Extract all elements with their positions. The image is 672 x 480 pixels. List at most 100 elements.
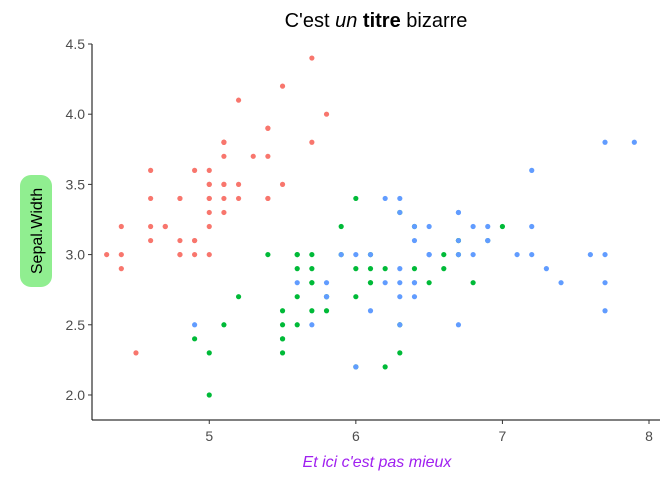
data-point	[148, 167, 154, 173]
data-point	[397, 195, 403, 202]
data-point	[221, 195, 227, 202]
data-point	[177, 195, 183, 202]
data-point	[206, 181, 212, 187]
data-point	[602, 139, 608, 145]
data-point	[499, 223, 506, 230]
data-point	[309, 139, 315, 145]
data-point	[133, 350, 139, 356]
data-point	[192, 167, 198, 173]
data-point	[294, 266, 300, 272]
data-point	[221, 181, 227, 187]
data-point	[221, 139, 227, 145]
y-axis-label-background	[20, 175, 52, 287]
data-point	[397, 266, 403, 272]
data-point	[206, 195, 212, 202]
data-point	[470, 280, 476, 286]
data-point	[485, 223, 491, 230]
y-tick-label: 4.5	[66, 36, 86, 52]
data-point	[279, 336, 286, 342]
data-point	[221, 209, 227, 216]
data-point	[441, 251, 447, 258]
data-point	[309, 55, 315, 61]
data-point	[602, 251, 608, 258]
data-point	[235, 97, 242, 103]
data-point	[265, 195, 271, 202]
data-point	[309, 251, 315, 258]
data-point	[426, 280, 432, 286]
data-point	[631, 139, 637, 145]
data-point	[206, 350, 212, 356]
data-point	[309, 322, 315, 328]
data-point	[265, 251, 271, 258]
data-point	[411, 280, 418, 286]
points-layer	[104, 55, 637, 398]
title-part: C'est	[285, 10, 336, 32]
data-point	[455, 237, 462, 244]
data-point	[397, 280, 403, 286]
data-point	[529, 223, 535, 230]
data-point	[529, 251, 535, 258]
data-point	[338, 251, 344, 258]
x-tick-label: 8	[645, 428, 653, 444]
data-point	[148, 195, 154, 202]
chart-title: C'est un titre bizarre	[285, 10, 468, 32]
data-point	[192, 251, 198, 258]
data-point	[265, 153, 271, 159]
data-point	[587, 251, 593, 258]
data-point	[353, 294, 359, 300]
data-point	[309, 308, 315, 314]
data-point	[411, 237, 418, 244]
x-axis-ticks: 5 6 7 8	[205, 420, 653, 444]
data-point	[397, 294, 403, 300]
data-point	[397, 209, 403, 216]
data-point	[192, 237, 198, 244]
data-point	[397, 350, 403, 356]
data-point	[543, 266, 549, 272]
data-point	[192, 336, 198, 342]
data-point	[367, 280, 374, 286]
data-point	[353, 266, 359, 272]
data-point	[411, 223, 418, 230]
data-point	[323, 280, 330, 286]
data-point	[455, 209, 462, 216]
data-point	[558, 280, 564, 286]
data-point	[279, 350, 286, 356]
data-point	[118, 266, 124, 272]
data-point	[382, 280, 388, 286]
data-point	[279, 83, 286, 89]
data-point	[294, 322, 300, 328]
data-point	[382, 364, 388, 370]
data-point	[455, 322, 462, 328]
data-point	[470, 251, 476, 258]
data-point	[455, 251, 462, 258]
data-point	[206, 209, 212, 216]
data-point	[323, 294, 330, 300]
data-point	[602, 308, 608, 314]
data-point	[206, 167, 212, 173]
data-point	[411, 266, 418, 272]
data-point	[279, 308, 286, 314]
x-tick-label: 5	[205, 428, 213, 444]
x-axis-label: Et ici c'est pas mieux	[303, 454, 453, 471]
data-point	[470, 223, 476, 230]
data-point	[382, 195, 388, 202]
data-point	[294, 251, 300, 258]
data-point	[485, 237, 491, 244]
data-point	[221, 153, 227, 159]
data-point	[118, 251, 124, 258]
y-axis-ticks: 2.0 2.5 3.0 3.5 4.0 4.5	[66, 36, 92, 403]
title-part: bizarre	[401, 10, 468, 32]
data-point	[192, 322, 198, 328]
data-point	[221, 322, 227, 328]
y-axis-label-group: Sepal.Width	[20, 175, 52, 287]
data-point	[279, 322, 286, 328]
y-tick-label: 2.0	[66, 387, 86, 403]
data-point	[397, 322, 403, 328]
title-part: un	[335, 10, 357, 32]
data-point	[426, 251, 432, 258]
x-tick-label: 6	[352, 428, 360, 444]
data-point	[148, 223, 154, 230]
data-point	[294, 280, 300, 286]
data-point	[367, 266, 374, 272]
